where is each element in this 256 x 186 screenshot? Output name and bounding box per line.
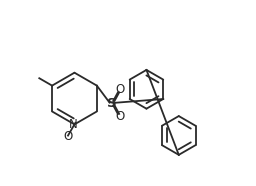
Text: O: O bbox=[115, 110, 124, 123]
Text: O: O bbox=[63, 130, 72, 143]
Text: O: O bbox=[115, 83, 124, 96]
Text: N: N bbox=[69, 118, 78, 131]
Text: S: S bbox=[108, 97, 117, 110]
